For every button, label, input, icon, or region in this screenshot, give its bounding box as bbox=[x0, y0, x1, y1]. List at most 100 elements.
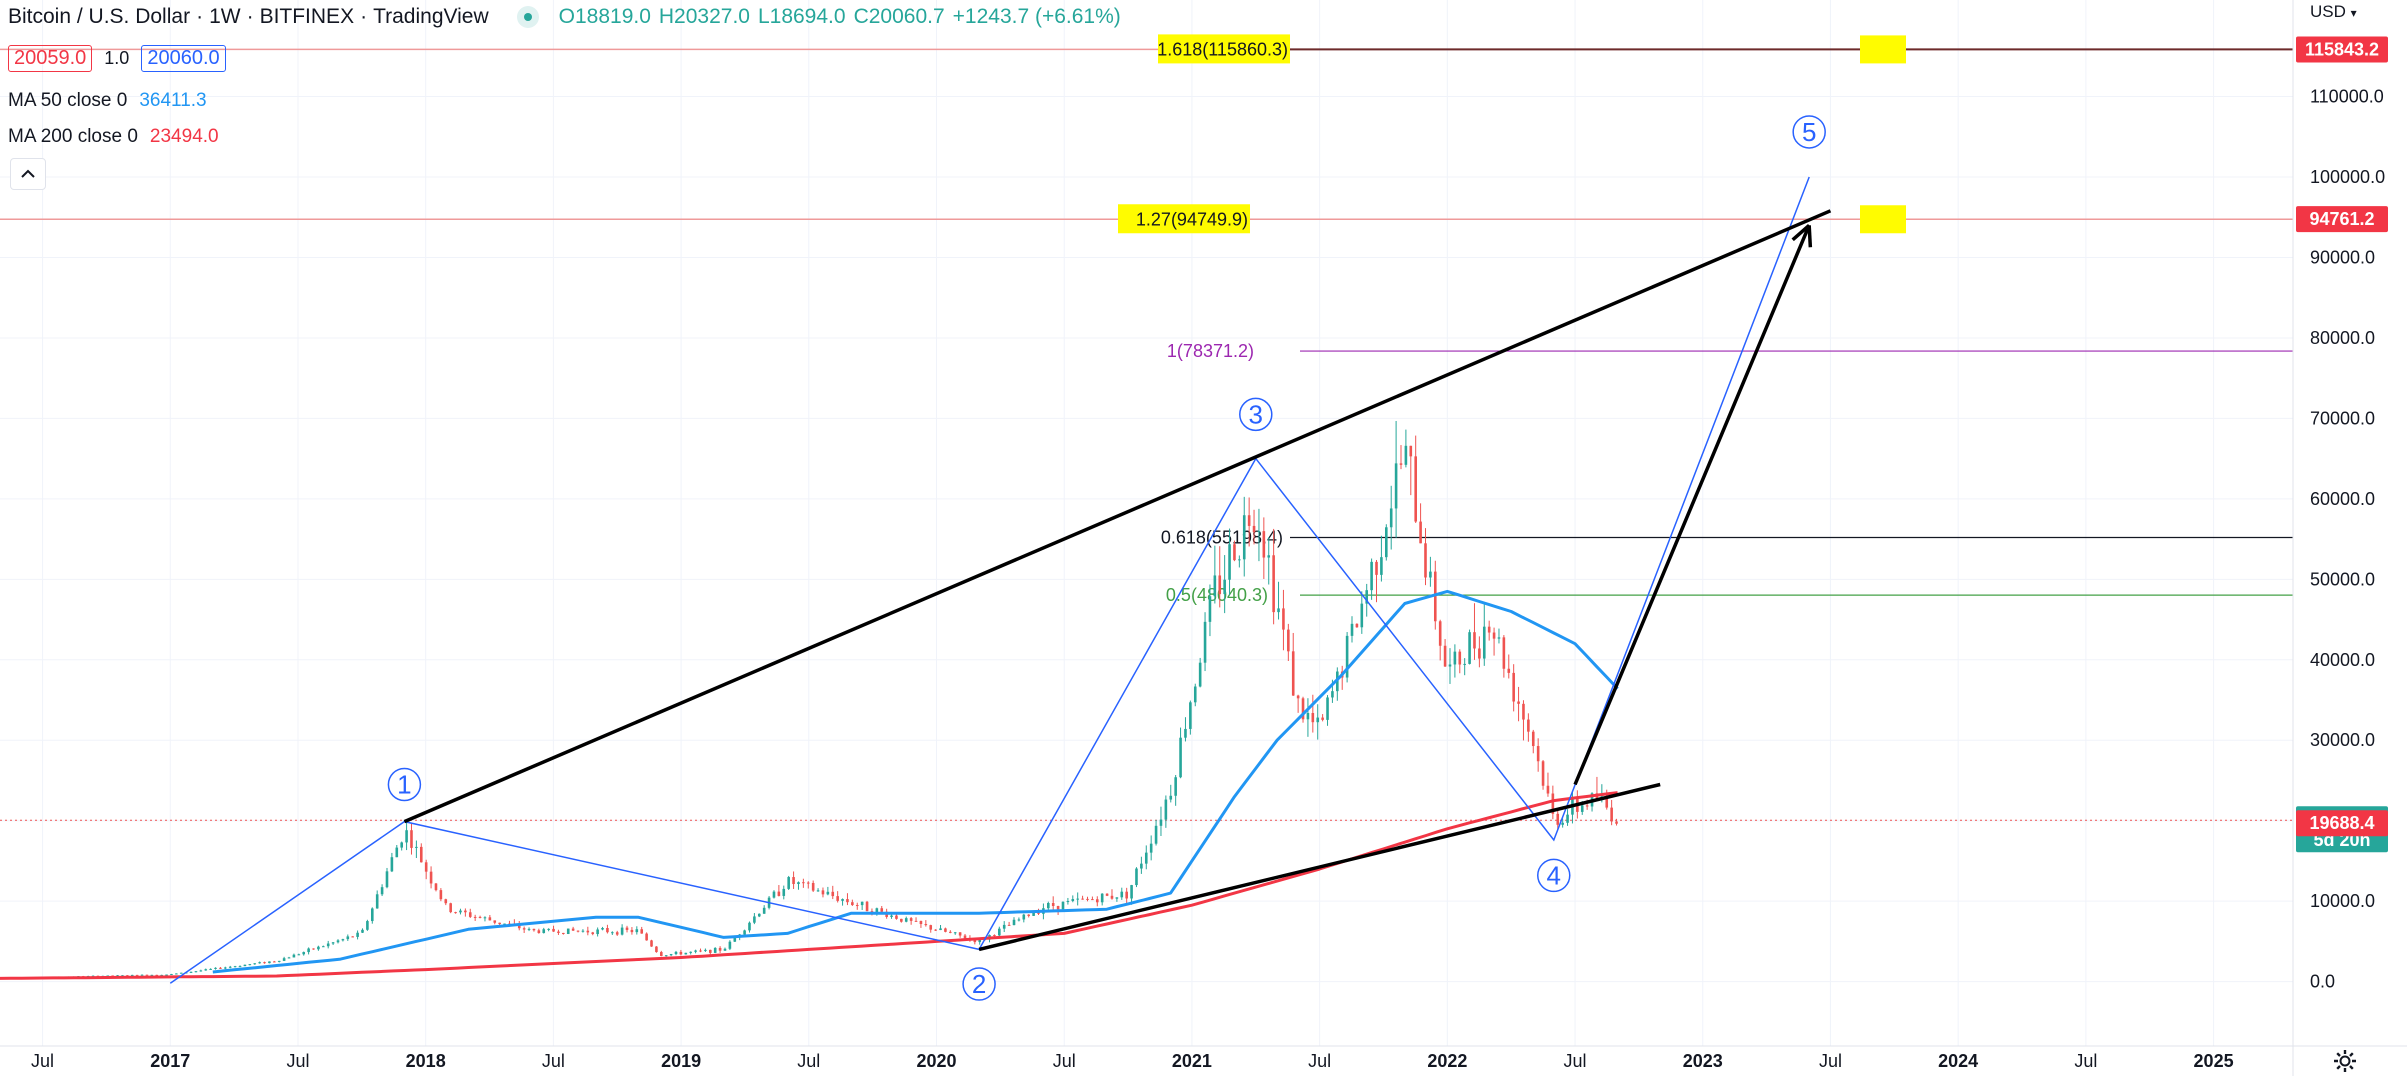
candle-body bbox=[1184, 728, 1187, 738]
candle-body bbox=[160, 974, 163, 976]
currency-label: USD bbox=[2310, 2, 2346, 21]
candle-body bbox=[851, 902, 854, 906]
grid-lines bbox=[0, 0, 2293, 1046]
candle-body bbox=[1066, 901, 1070, 903]
x-tick-label: 2022 bbox=[1427, 1051, 1467, 1071]
candle-body bbox=[1017, 919, 1021, 921]
candle-body bbox=[1247, 515, 1251, 526]
x-tick-label: Jul bbox=[1564, 1051, 1587, 1071]
x-tick-label: 2020 bbox=[916, 1051, 956, 1071]
candle-body bbox=[895, 915, 898, 919]
candle-body bbox=[434, 883, 438, 891]
candle-body bbox=[615, 932, 619, 935]
candle-body bbox=[1282, 608, 1285, 630]
candle-body bbox=[1002, 924, 1006, 929]
candle-body bbox=[135, 974, 139, 976]
sell-price-button[interactable]: 20059.0 bbox=[8, 45, 93, 72]
candle-body bbox=[1478, 648, 1481, 659]
candle-body bbox=[1086, 898, 1089, 900]
candle-body bbox=[336, 940, 340, 943]
candle-body bbox=[415, 846, 418, 848]
interval-label[interactable]: 1W bbox=[209, 5, 241, 28]
candle-body bbox=[209, 968, 212, 970]
candle-body bbox=[454, 912, 457, 914]
chart-settings-button[interactable] bbox=[2330, 1046, 2360, 1076]
candle-body bbox=[1228, 544, 1231, 580]
candle-body bbox=[772, 891, 776, 898]
candle-body bbox=[1380, 557, 1383, 575]
candle-body bbox=[557, 931, 560, 933]
candle-body bbox=[674, 951, 678, 955]
candle-body bbox=[1311, 712, 1315, 723]
candle-body bbox=[1208, 596, 1212, 622]
candle-body bbox=[1404, 445, 1408, 465]
currency-selector[interactable]: USD ▾ bbox=[2310, 2, 2357, 22]
candle-body bbox=[1179, 737, 1182, 778]
candle-body bbox=[302, 952, 306, 955]
candle-body bbox=[1370, 561, 1373, 591]
candle-body bbox=[503, 923, 506, 925]
candle-body bbox=[552, 928, 555, 932]
candle-body bbox=[170, 974, 173, 976]
candle-body bbox=[155, 974, 159, 976]
candle-body bbox=[464, 910, 467, 913]
candle-body bbox=[1277, 608, 1280, 613]
x-tick-label: Jul bbox=[31, 1051, 54, 1071]
candle-body bbox=[1527, 719, 1530, 732]
candle-body bbox=[233, 966, 237, 968]
candle-body bbox=[263, 962, 266, 964]
candle-body bbox=[444, 899, 448, 904]
candle-body bbox=[1615, 821, 1618, 824]
candle-body bbox=[1144, 852, 1148, 864]
price-tag bbox=[2296, 810, 2388, 837]
candle-body bbox=[640, 929, 644, 934]
candle-body bbox=[806, 882, 810, 884]
candle-body bbox=[1007, 924, 1011, 926]
candle-body bbox=[1453, 651, 1457, 665]
candle-body bbox=[1105, 893, 1109, 896]
candle-body bbox=[243, 964, 247, 967]
candle-body bbox=[660, 952, 663, 956]
candle-body bbox=[669, 954, 673, 956]
candle-body bbox=[566, 928, 570, 934]
wave-circle bbox=[387, 767, 422, 802]
symbol-title[interactable]: Bitcoin / U.S. Dollar bbox=[8, 5, 191, 28]
candle-body bbox=[542, 929, 546, 934]
candle-body bbox=[1120, 891, 1124, 898]
candle-body bbox=[993, 935, 996, 937]
candle-body bbox=[419, 846, 423, 863]
candle-body bbox=[1448, 664, 1452, 667]
candle-body bbox=[939, 928, 942, 931]
spread-value: 1.0 bbox=[104, 48, 130, 68]
candle-body bbox=[1032, 912, 1035, 916]
candle-body bbox=[782, 888, 786, 896]
candle-body bbox=[1213, 575, 1217, 597]
candle-body bbox=[762, 907, 766, 914]
candle-body bbox=[130, 974, 134, 976]
candle-body bbox=[121, 975, 124, 977]
candle-body bbox=[429, 871, 433, 884]
candle-body bbox=[630, 929, 634, 933]
candle-body bbox=[1419, 521, 1422, 544]
candle-body bbox=[1512, 672, 1515, 702]
candle-body bbox=[718, 947, 722, 951]
candle-body bbox=[1296, 695, 1300, 699]
buy-price-button[interactable]: 20060.0 bbox=[141, 45, 226, 72]
candle-body bbox=[238, 966, 242, 968]
ma50-label[interactable]: MA 50 close 0 bbox=[8, 90, 128, 111]
gear-icon bbox=[2334, 1050, 2356, 1072]
candle-body bbox=[998, 928, 1001, 936]
x-tick-label: Jul bbox=[1819, 1051, 1842, 1071]
collapse-legend-button[interactable] bbox=[10, 158, 46, 190]
candle-body bbox=[1566, 814, 1569, 823]
market-status-icon[interactable] bbox=[516, 6, 539, 28]
candle-body bbox=[1443, 645, 1447, 667]
fib-level-label: 1.618(115860.3) bbox=[1157, 39, 1288, 59]
candle-body bbox=[743, 930, 746, 935]
ma200-label[interactable]: MA 200 close 0 bbox=[8, 126, 138, 147]
wave-circle bbox=[1537, 858, 1571, 893]
candle-body bbox=[219, 967, 222, 969]
candle-body bbox=[346, 936, 350, 940]
candle-body bbox=[900, 918, 903, 922]
